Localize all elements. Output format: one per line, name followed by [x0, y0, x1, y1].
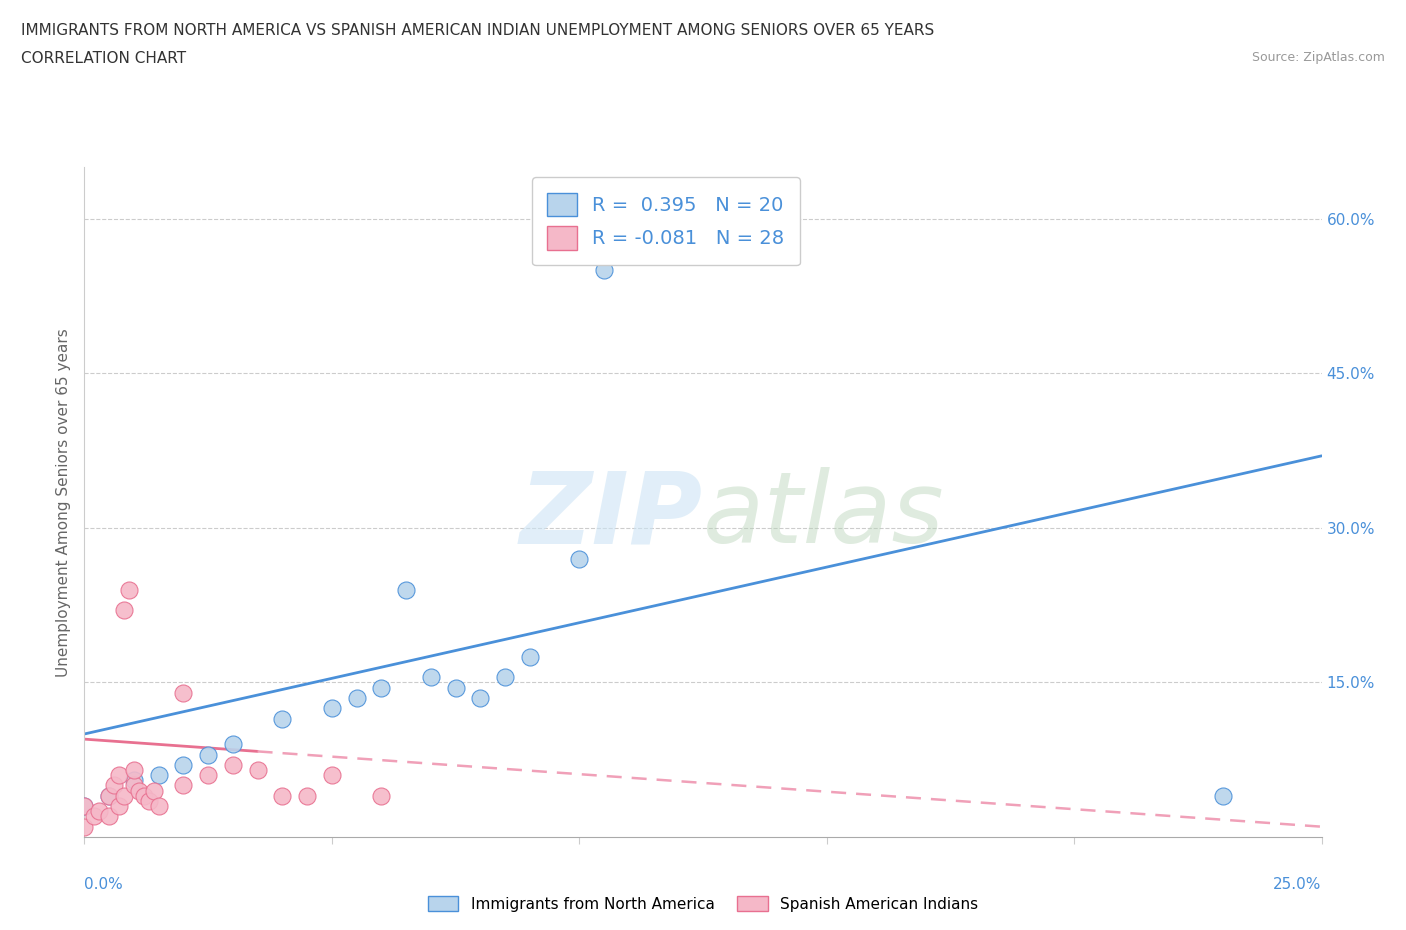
- Point: [148, 799, 170, 814]
- Point: [73, 819, 96, 834]
- Point: [370, 789, 392, 804]
- Point: [222, 757, 245, 772]
- Text: CORRELATION CHART: CORRELATION CHART: [21, 51, 186, 66]
- Point: [271, 789, 294, 804]
- Text: ZIP: ZIP: [520, 467, 703, 565]
- Point: [346, 690, 368, 705]
- Point: [370, 680, 392, 695]
- Point: [148, 768, 170, 783]
- Point: [122, 763, 145, 777]
- Point: [128, 783, 150, 798]
- Point: [568, 551, 591, 566]
- Point: [89, 804, 111, 818]
- Text: Source: ZipAtlas.com: Source: ZipAtlas.com: [1251, 51, 1385, 64]
- Point: [470, 690, 492, 705]
- Point: [103, 778, 125, 793]
- Point: [142, 783, 165, 798]
- Point: [172, 757, 194, 772]
- Point: [395, 582, 418, 597]
- Point: [197, 768, 219, 783]
- Point: [519, 649, 541, 664]
- Point: [197, 747, 219, 762]
- Point: [73, 799, 96, 814]
- Point: [271, 711, 294, 726]
- Point: [112, 789, 135, 804]
- Text: IMMIGRANTS FROM NORTH AMERICA VS SPANISH AMERICAN INDIAN UNEMPLOYMENT AMONG SENI: IMMIGRANTS FROM NORTH AMERICA VS SPANISH…: [21, 23, 935, 38]
- Point: [83, 809, 105, 824]
- Point: [132, 789, 155, 804]
- Point: [1212, 789, 1234, 804]
- Point: [494, 670, 516, 684]
- Point: [222, 737, 245, 751]
- Point: [172, 685, 194, 700]
- Point: [108, 768, 131, 783]
- Point: [122, 778, 145, 793]
- Point: [172, 778, 194, 793]
- Point: [73, 799, 96, 814]
- Legend: Immigrants from North America, Spanish American Indians: Immigrants from North America, Spanish A…: [422, 889, 984, 918]
- Y-axis label: Unemployment Among Seniors over 65 years: Unemployment Among Seniors over 65 years: [56, 328, 72, 677]
- Point: [295, 789, 318, 804]
- Point: [419, 670, 441, 684]
- Legend: R =  0.395   N = 20, R = -0.081   N = 28: R = 0.395 N = 20, R = -0.081 N = 28: [531, 177, 800, 265]
- Text: 0.0%: 0.0%: [84, 877, 124, 892]
- Point: [321, 768, 343, 783]
- Point: [593, 263, 616, 278]
- Text: atlas: atlas: [703, 467, 945, 565]
- Point: [118, 582, 141, 597]
- Text: 25.0%: 25.0%: [1274, 877, 1322, 892]
- Point: [98, 789, 121, 804]
- Point: [321, 701, 343, 716]
- Point: [98, 789, 121, 804]
- Point: [98, 809, 121, 824]
- Point: [122, 773, 145, 788]
- Point: [444, 680, 467, 695]
- Point: [246, 763, 269, 777]
- Point: [112, 603, 135, 618]
- Point: [108, 799, 131, 814]
- Point: [138, 793, 160, 808]
